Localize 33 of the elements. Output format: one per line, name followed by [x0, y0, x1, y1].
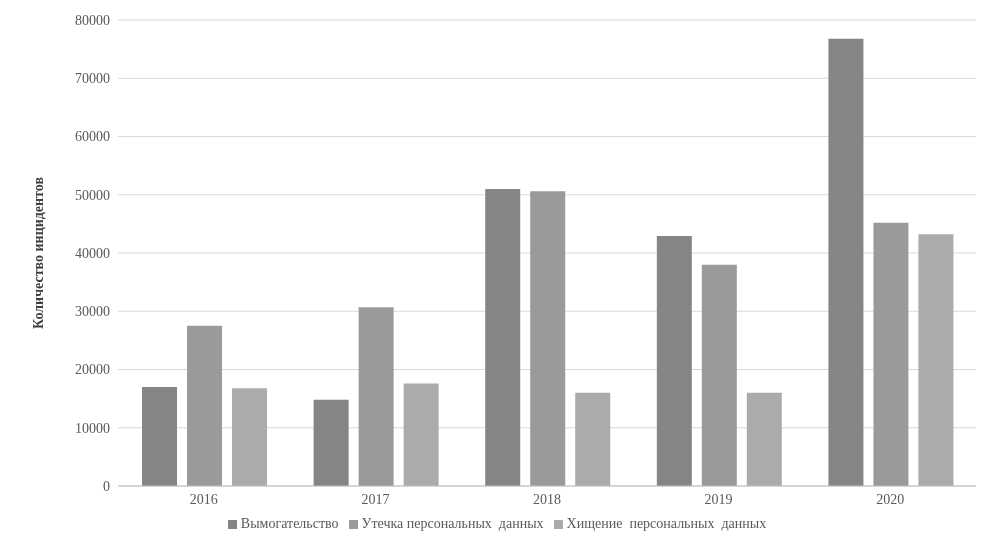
bar: [530, 191, 566, 486]
bar: [746, 392, 782, 486]
y-tick-label: 0: [103, 478, 110, 494]
bar: [358, 307, 394, 486]
bar: [918, 234, 954, 486]
y-tick-label: 60000: [75, 129, 110, 145]
bar: [828, 38, 864, 486]
bar: [142, 386, 178, 486]
x-tick-label: 2020: [876, 491, 905, 507]
legend-label: Хищение персональных данных: [566, 516, 767, 531]
x-tick-label: 2018: [533, 491, 561, 507]
bar: [873, 222, 909, 486]
bar: [187, 325, 223, 486]
bar: [232, 388, 268, 486]
y-tick-label: 70000: [75, 71, 110, 87]
y-tick-label: 20000: [75, 362, 110, 378]
bar: [701, 264, 737, 486]
y-tick-label: 30000: [75, 304, 110, 320]
y-tick-label: 10000: [75, 420, 110, 436]
x-tick-label: 2016: [189, 491, 218, 507]
y-tick-label: 80000: [75, 12, 110, 28]
bar: [485, 188, 521, 486]
bar: [656, 236, 692, 486]
bar: [403, 383, 439, 486]
x-tick-label: 2017: [361, 491, 390, 507]
legend-label: Утечка персональных данных: [361, 516, 544, 531]
legend-label: Вымогательство: [240, 516, 339, 531]
y-axis-title: Количество инцидентов: [30, 176, 46, 330]
bar: [575, 392, 611, 486]
y-tick-label: 50000: [75, 187, 110, 203]
x-tick-label: 2019: [704, 491, 733, 507]
bar: [313, 399, 349, 486]
y-tick-label: 40000: [75, 245, 110, 261]
